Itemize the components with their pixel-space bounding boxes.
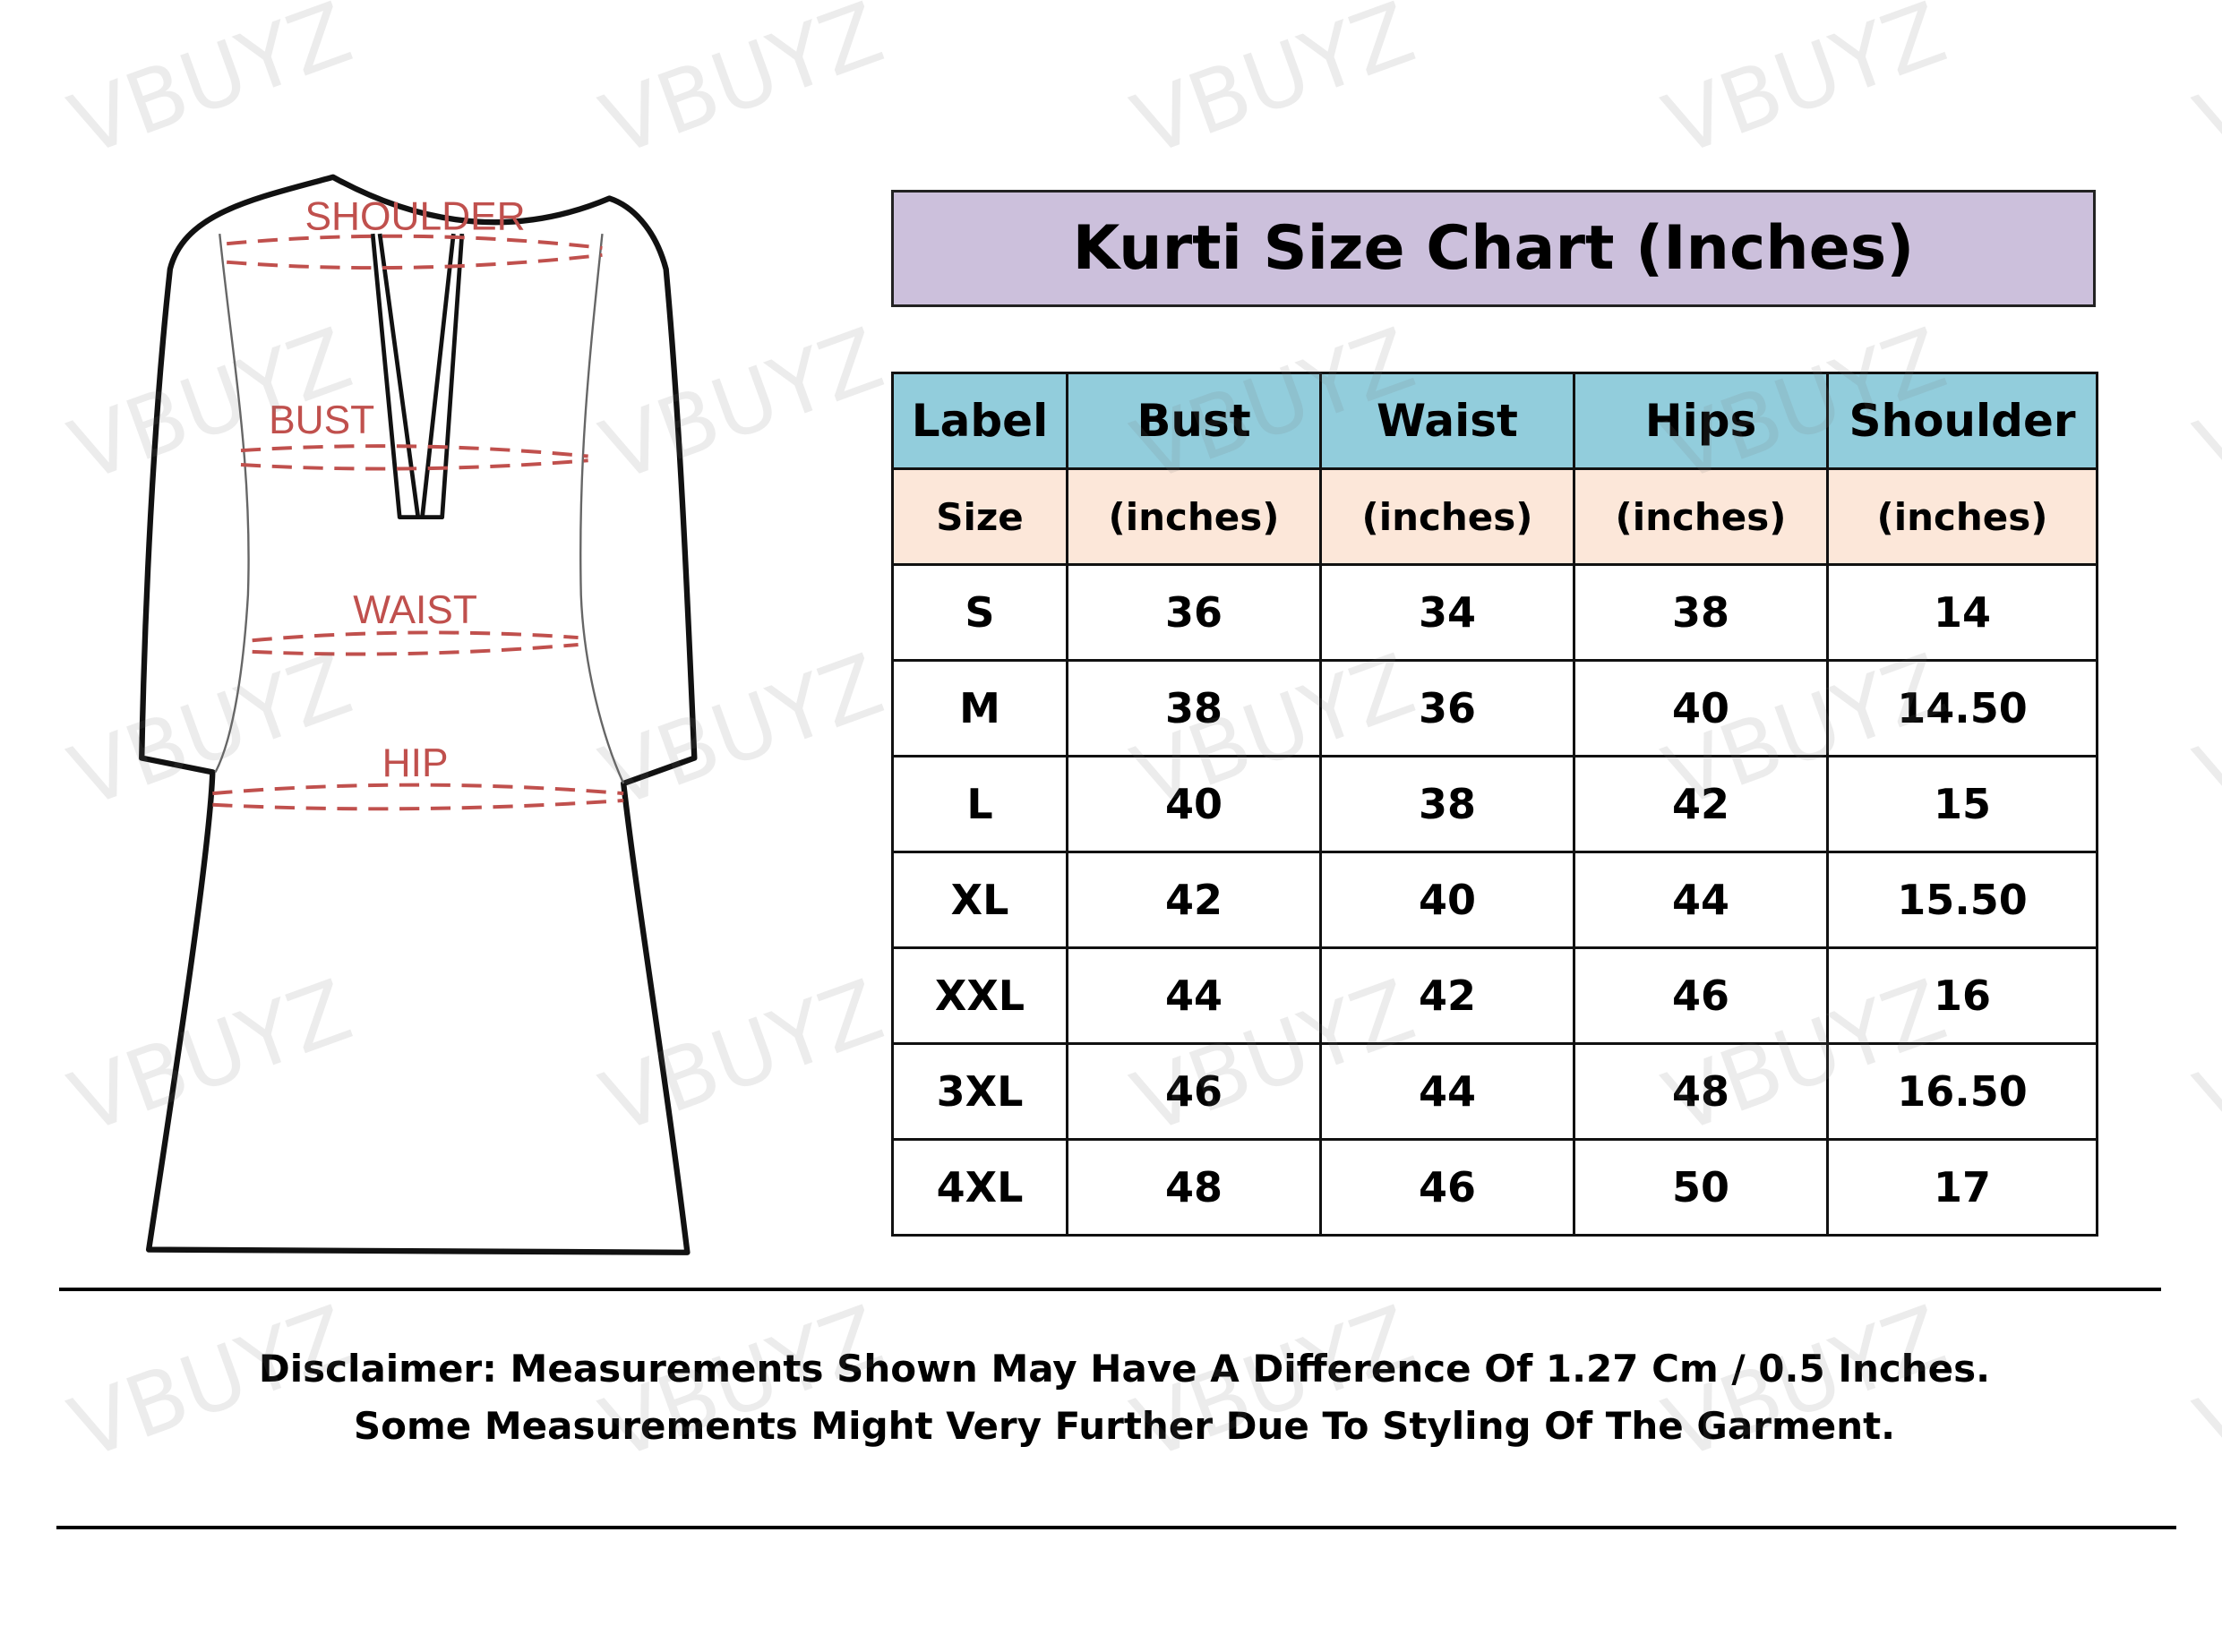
waist-label: WAIST xyxy=(353,588,477,632)
header-cell: Hips xyxy=(1573,372,1829,470)
table-cell: 46 xyxy=(1319,1138,1575,1237)
table-cell: 46 xyxy=(1573,946,1829,1045)
neck-placket xyxy=(370,233,465,519)
unit-row: Size (inches) (inches) (inches) (inches) xyxy=(891,467,2098,566)
table-cell: XXL xyxy=(891,946,1068,1045)
table-cell: 3XL xyxy=(891,1042,1068,1141)
disclaimer-line-2: Some Measurements Might Very Further Due… xyxy=(353,1404,1896,1448)
unit-cell: (inches) xyxy=(1066,467,1322,566)
size-table: Label Bust Waist Hips Shoulder Size (inc… xyxy=(891,372,2098,1237)
table-cell: 38 xyxy=(1066,659,1322,758)
size-row: XXL 44 42 46 16 xyxy=(891,946,2098,1045)
table-cell: 44 xyxy=(1319,1042,1575,1141)
table-cell: 44 xyxy=(1573,851,1829,949)
table-cell: 15 xyxy=(1826,755,2098,853)
table-cell: 15.50 xyxy=(1826,851,2098,949)
table-cell: 4XL xyxy=(891,1138,1068,1237)
header-cell: Waist xyxy=(1319,372,1575,470)
header-cell: Shoulder xyxy=(1826,372,2098,470)
table-cell: 17 xyxy=(1826,1138,2098,1237)
table-cell: 36 xyxy=(1319,659,1575,758)
size-row: M 38 36 40 14.50 xyxy=(891,659,2098,758)
top-divider xyxy=(59,1288,2161,1291)
bottom-divider xyxy=(56,1526,2176,1529)
table-cell: S xyxy=(891,563,1068,662)
bust-label: BUST xyxy=(269,398,374,442)
size-row: L 40 38 42 15 xyxy=(891,755,2098,853)
table-cell: 48 xyxy=(1573,1042,1829,1141)
table-cell: 42 xyxy=(1319,946,1575,1045)
header-row: Label Bust Waist Hips Shoulder xyxy=(891,372,2098,470)
table-cell: 40 xyxy=(1319,851,1575,949)
table-cell: 38 xyxy=(1319,755,1575,853)
unit-cell: (inches) xyxy=(1319,467,1575,566)
table-cell: 48 xyxy=(1066,1138,1322,1237)
table-cell: 16 xyxy=(1826,946,2098,1045)
table-cell: 14 xyxy=(1826,563,2098,662)
table-cell: 38 xyxy=(1573,563,1829,662)
table-cell: 40 xyxy=(1573,659,1829,758)
table-cell: L xyxy=(891,755,1068,853)
table-cell: 42 xyxy=(1573,755,1829,853)
table-cell: 34 xyxy=(1319,563,1575,662)
shoulder-label: SHOULDER xyxy=(305,194,526,238)
chart-title: Kurti Size Chart (Inches) xyxy=(891,190,2096,307)
table-cell: 16.50 xyxy=(1826,1042,2098,1141)
size-row: 4XL 48 46 50 17 xyxy=(891,1138,2098,1237)
header-cell: Label xyxy=(891,372,1068,470)
table-cell: 40 xyxy=(1066,755,1322,853)
table-cell: 42 xyxy=(1066,851,1322,949)
size-row: S 36 34 38 14 xyxy=(891,563,2098,662)
size-row: 3XL 46 44 48 16.50 xyxy=(891,1042,2098,1141)
hip-label: HIP xyxy=(382,741,449,785)
table-cell: 44 xyxy=(1066,946,1322,1045)
table-cell: M xyxy=(891,659,1068,758)
unit-cell: (inches) xyxy=(1826,467,2098,566)
table-cell: 14.50 xyxy=(1826,659,2098,758)
size-row: XL 42 40 44 15.50 xyxy=(891,851,2098,949)
table-cell: XL xyxy=(891,851,1068,949)
unit-cell: Size xyxy=(891,467,1068,566)
table-cell: 36 xyxy=(1066,563,1322,662)
header-cell: Bust xyxy=(1066,372,1322,470)
kurti-outline xyxy=(139,174,698,1255)
table-cell: 46 xyxy=(1066,1042,1322,1141)
disclaimer-line-1: Disclaimer: Measurements Shown May Have … xyxy=(258,1347,1991,1391)
table-cell: 50 xyxy=(1573,1138,1829,1237)
unit-cell: (inches) xyxy=(1573,467,1829,566)
